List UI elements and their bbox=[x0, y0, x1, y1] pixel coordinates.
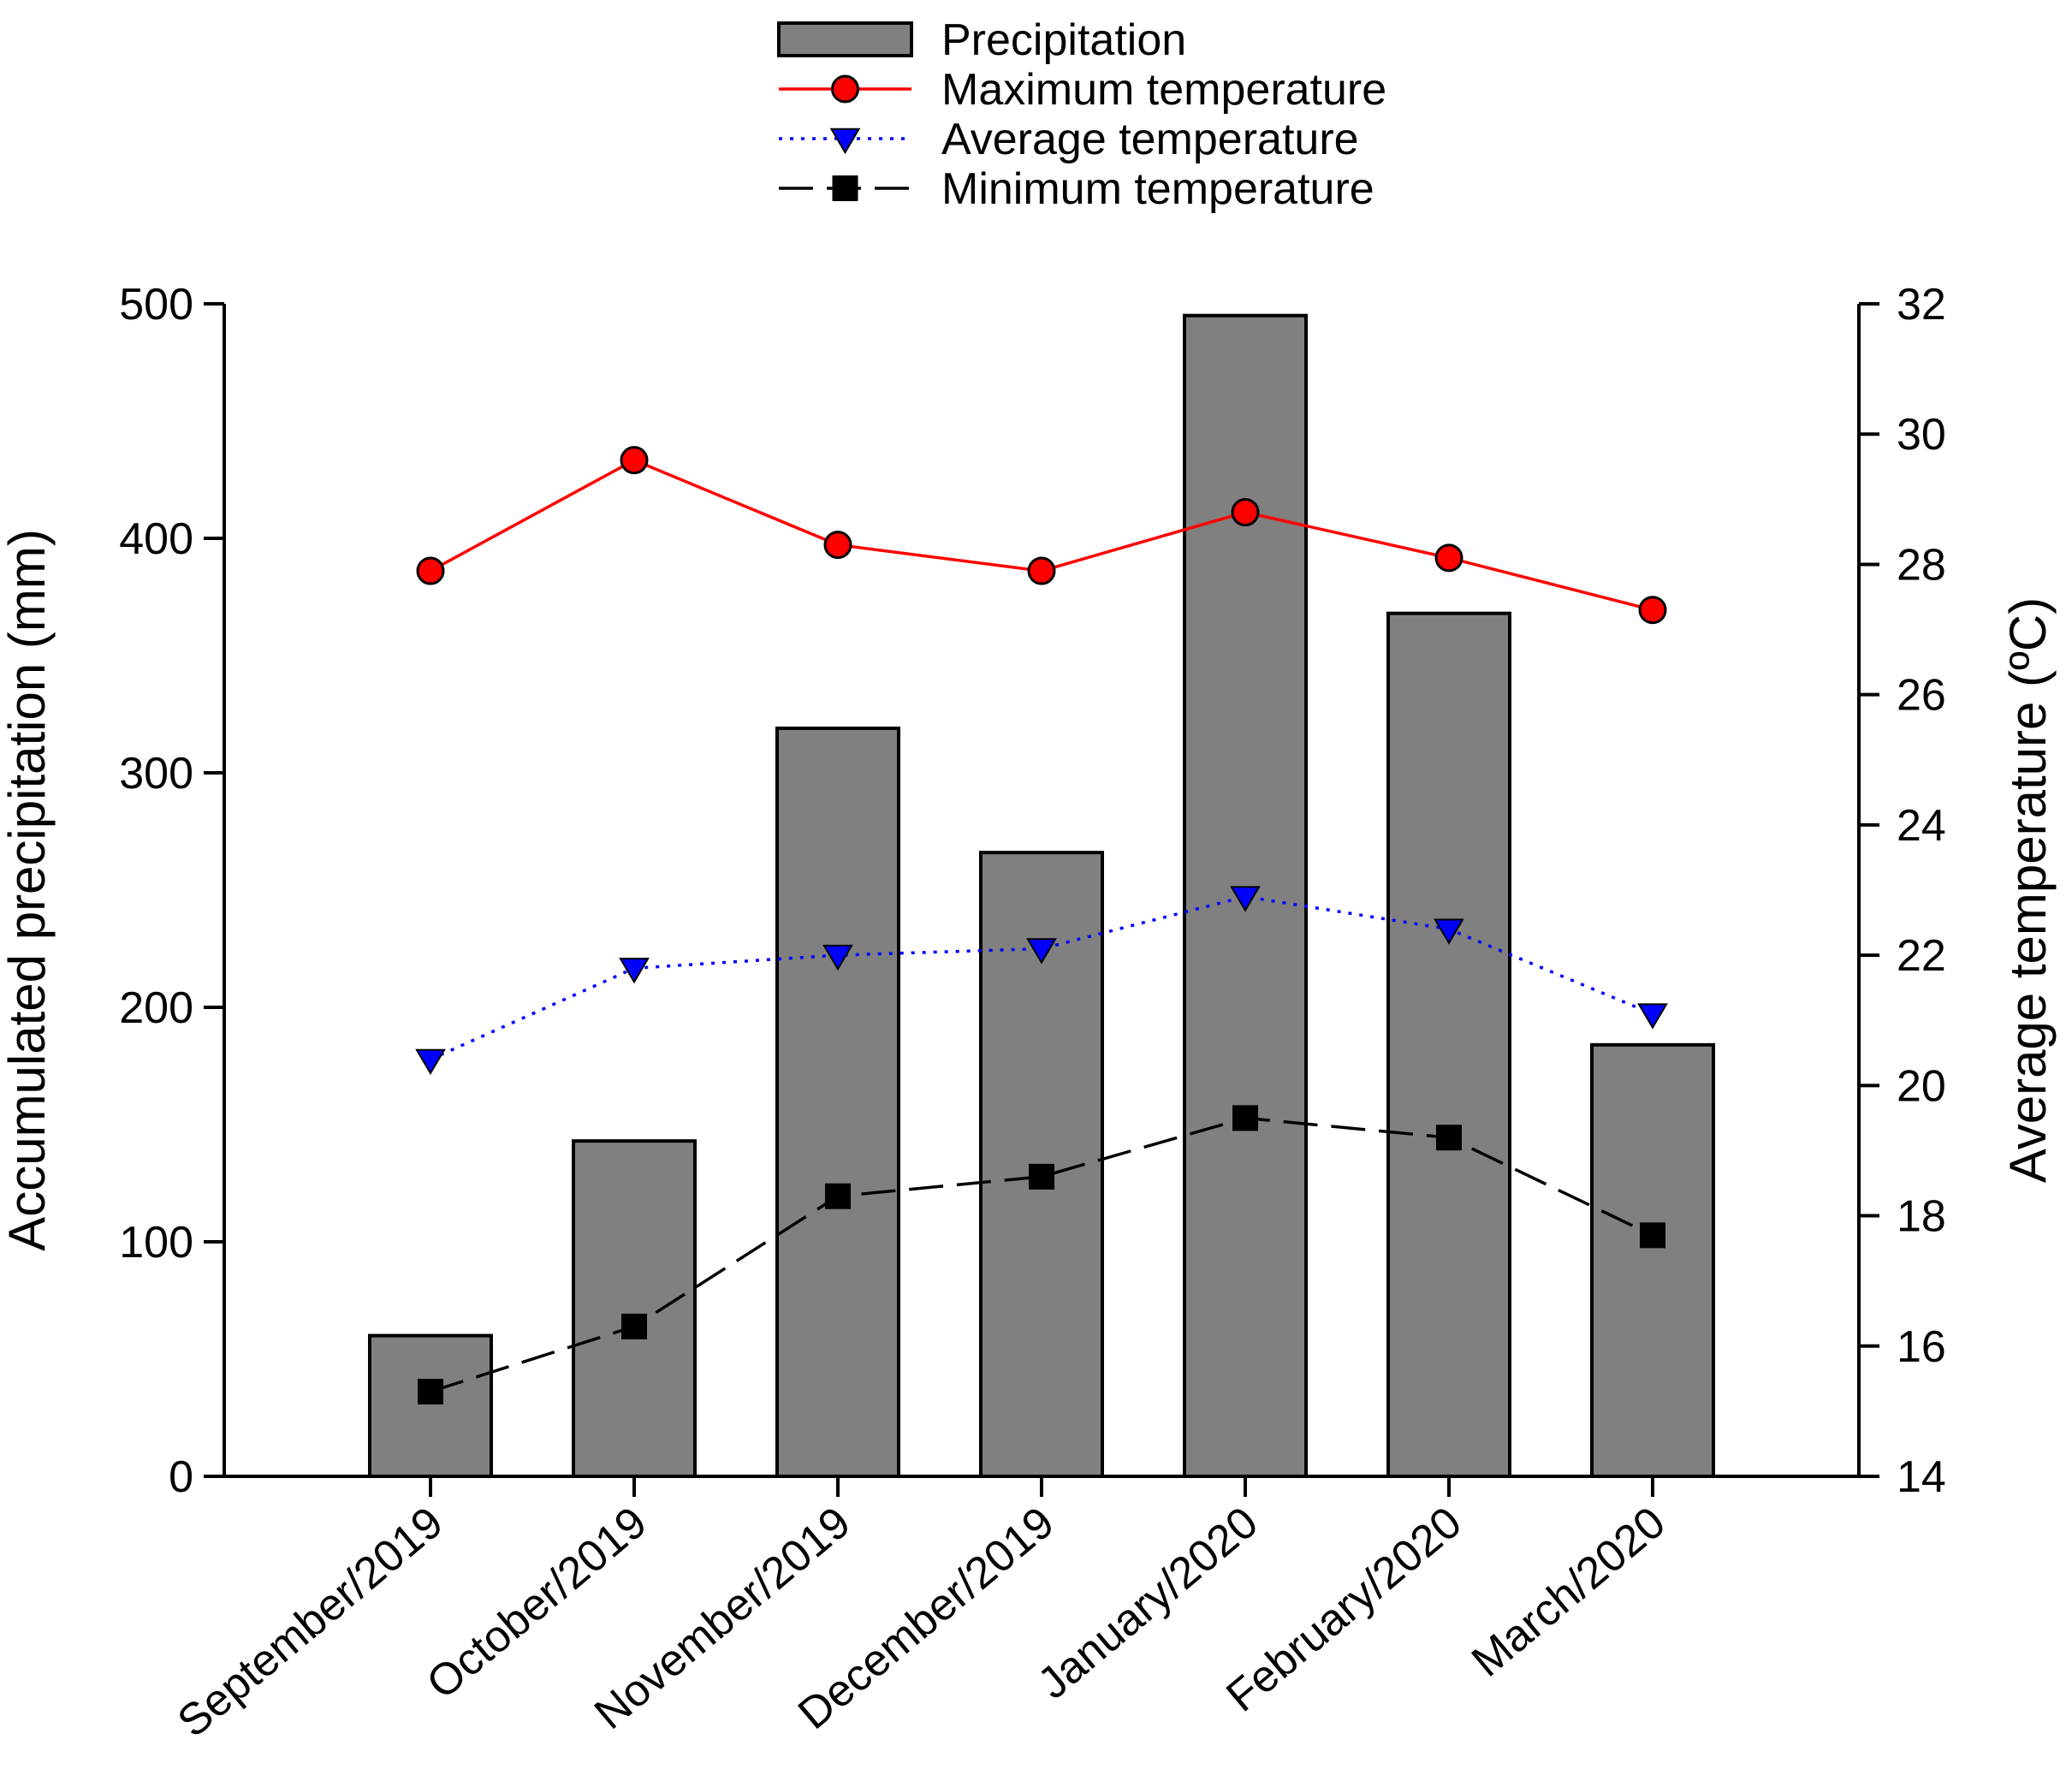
minimum-temperature-point bbox=[621, 1313, 647, 1339]
minimum-temperature-point bbox=[1640, 1222, 1665, 1249]
y2-tick-label: 28 bbox=[1897, 540, 1946, 590]
legend-label: Precipitation bbox=[941, 15, 1186, 65]
y-tick-label: 100 bbox=[119, 1218, 193, 1267]
precipitation-bar bbox=[572, 1139, 697, 1479]
y-tick-label: 0 bbox=[169, 1452, 193, 1502]
y2-axis-title: Average temperature (ºC) bbox=[1999, 597, 2057, 1183]
y-tick-label: 300 bbox=[119, 749, 193, 798]
y-tick-label: 500 bbox=[119, 280, 193, 329]
y2-tick-label: 22 bbox=[1897, 931, 1946, 981]
maximum-temperature-point bbox=[1231, 498, 1260, 527]
precipitation-bar bbox=[1386, 611, 1511, 1478]
legend-marker-minimum bbox=[832, 175, 858, 201]
maximum-temperature-point bbox=[416, 556, 445, 585]
y2-tick-label: 32 bbox=[1897, 280, 1946, 329]
legend-label: Maximum temperature bbox=[941, 65, 1386, 115]
legend-marker-maximum bbox=[831, 74, 859, 104]
legend-swatch-precipitation bbox=[777, 21, 913, 57]
y-axis-title: Accumulated precipitation (mm) bbox=[0, 529, 56, 1251]
maximum-temperature-point bbox=[1027, 556, 1056, 585]
average-temperature-point bbox=[822, 944, 853, 971]
precipitation-bar bbox=[775, 726, 900, 1478]
y2-tick-label: 14 bbox=[1897, 1452, 1946, 1502]
maximum-temperature-point bbox=[1434, 543, 1463, 573]
legend-label: Minimum temperature bbox=[941, 164, 1374, 214]
maximum-temperature-line bbox=[430, 458, 1653, 612]
average-temperature-point bbox=[619, 958, 650, 984]
minimum-temperature-point bbox=[1232, 1105, 1258, 1131]
y2-tick-label: 26 bbox=[1897, 671, 1946, 721]
minimum-temperature-point bbox=[1029, 1163, 1054, 1190]
y2-tick-label: 24 bbox=[1897, 801, 1946, 851]
x-tick-label: March/2020 bbox=[1463, 1498, 1675, 1687]
average-temperature-point bbox=[1637, 1003, 1668, 1030]
legend-label: Average temperature bbox=[941, 115, 1359, 164]
average-temperature-point bbox=[1434, 918, 1464, 945]
maximum-temperature-point bbox=[1638, 596, 1667, 625]
minimum-temperature-point bbox=[1436, 1125, 1462, 1151]
bar-series bbox=[368, 313, 1715, 1479]
average-temperature-point bbox=[1230, 886, 1261, 912]
maximum-temperature-point bbox=[620, 446, 649, 475]
precipitation-bar bbox=[1590, 1042, 1715, 1478]
y2-tick-label: 30 bbox=[1897, 410, 1946, 460]
y-tick-label: 400 bbox=[119, 514, 193, 564]
average-temperature-point bbox=[1026, 938, 1057, 965]
maximum-temperature-point bbox=[823, 531, 852, 560]
precipitation-bar bbox=[368, 1333, 493, 1478]
line-series bbox=[415, 446, 1668, 1405]
average-temperature-point bbox=[415, 1048, 446, 1075]
legend-marker-average bbox=[829, 128, 861, 155]
minimum-temperature-point bbox=[418, 1379, 443, 1405]
y2-tick-label: 16 bbox=[1897, 1322, 1946, 1372]
y2-tick-label: 18 bbox=[1897, 1192, 1946, 1242]
x-tick-label: September/2019 bbox=[169, 1498, 453, 1748]
y-tick-label: 200 bbox=[119, 983, 193, 1033]
y2-tick-label: 20 bbox=[1897, 1061, 1946, 1111]
minimum-temperature-point bbox=[825, 1183, 851, 1209]
